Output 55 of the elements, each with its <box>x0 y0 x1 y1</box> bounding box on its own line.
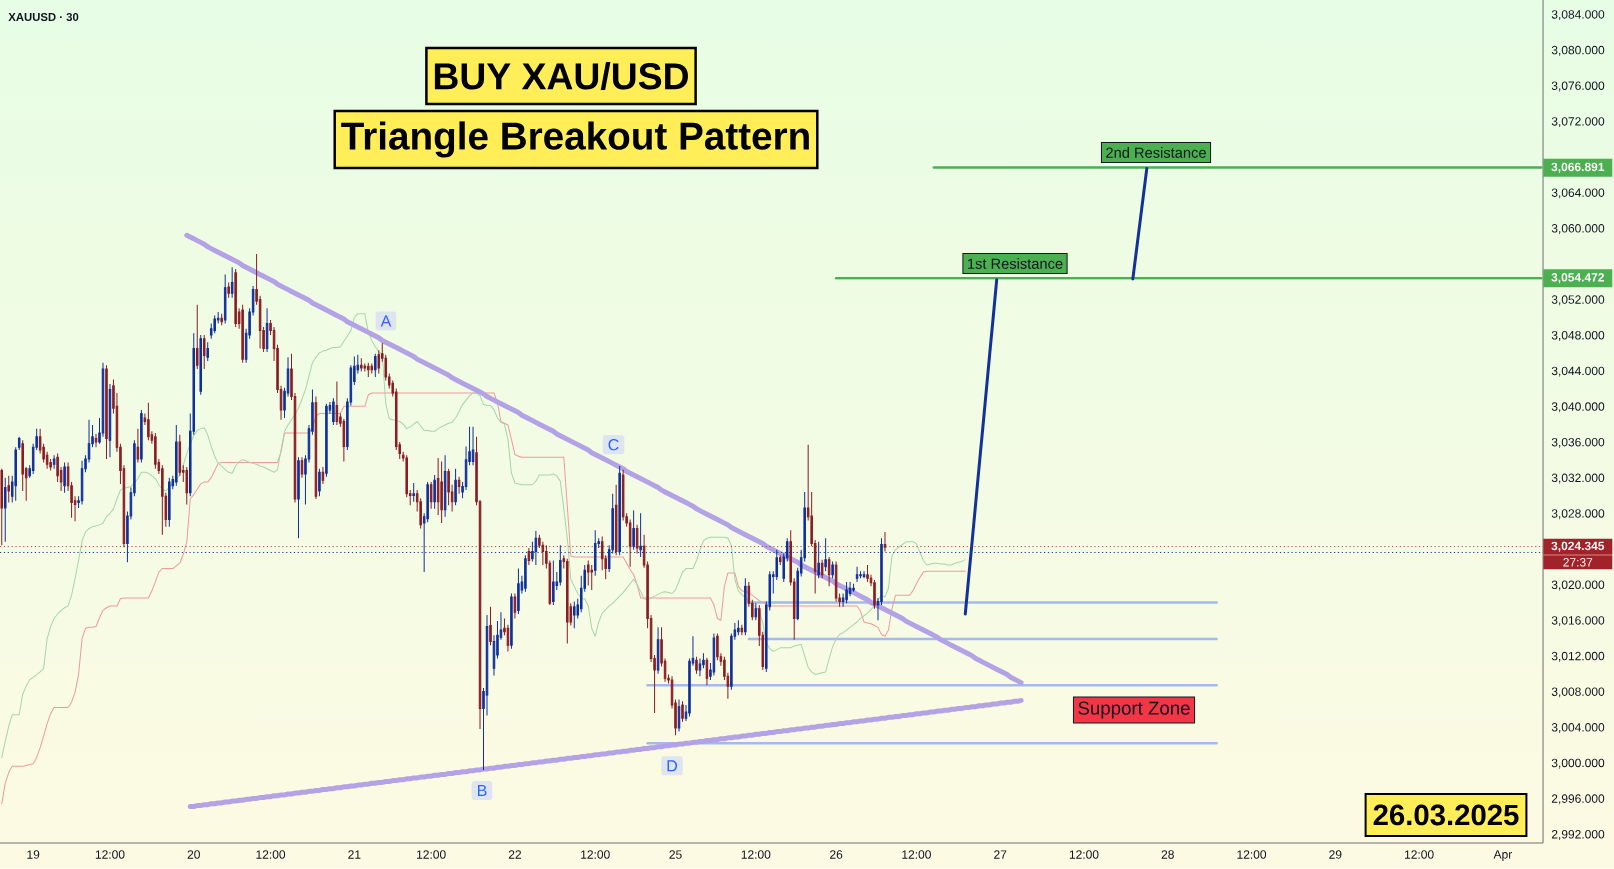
x-tick-label: 27 <box>994 850 1007 859</box>
annotation: 26.03.2025 <box>1373 804 1519 826</box>
y-tick-label: 3,036.000 <box>1551 437 1605 448</box>
y-tick-label: 3,004.000 <box>1551 723 1605 733</box>
annotation: 1st Resistance <box>968 258 1063 269</box>
y-tick-label: 3,060.000 <box>1551 224 1605 234</box>
y-tick-label: 3,028.000 <box>1551 509 1605 520</box>
x-tick-label: 21 <box>348 850 361 859</box>
x-tick-label: 12:00 <box>741 850 771 859</box>
text: 3,066.891 <box>1551 162 1605 173</box>
x-tick-label: 26 <box>830 850 843 859</box>
annotation: XAUUSD · 30 <box>8 12 79 22</box>
y-tick-label: 3,072.000 <box>1551 117 1605 128</box>
y-tick-label: 3,000.000 <box>1551 758 1605 769</box>
y-tick-label: 3,040.000 <box>1551 402 1605 413</box>
y-tick-label: 3,044.000 <box>1551 366 1605 377</box>
y-tick-label: 3,064.000 <box>1551 188 1605 199</box>
annotation: D <box>667 760 678 772</box>
y-tick-label: 3,020.000 <box>1551 580 1605 591</box>
text: Triangle Breakout Pattern <box>341 121 809 158</box>
x-tick-label: 12:00 <box>256 850 286 859</box>
text: BUY XAU/USD <box>434 62 688 90</box>
y-tick-label: 2,996.000 <box>1551 794 1605 805</box>
annotation: Support Zone <box>1078 701 1190 719</box>
annotation: C <box>608 439 619 451</box>
x-tick-label: 29 <box>1329 850 1342 859</box>
annotation: 2nd Resistance <box>1106 147 1206 158</box>
y-tick-label: 3,016.000 <box>1551 616 1605 627</box>
x-tick-label: 12:00 <box>95 850 125 859</box>
y-tick-label: 3,080.000 <box>1551 45 1605 56</box>
x-tick-label: 28 <box>1161 850 1174 859</box>
x-tick-label: 20 <box>187 850 200 859</box>
x-tick-label: 22 <box>508 850 521 859</box>
annotation: B <box>477 785 487 796</box>
text: 3,054.472 <box>1551 273 1604 284</box>
y-tick-label: 3,008.000 <box>1551 687 1605 698</box>
y-tick-label: 3,012.000 <box>1551 651 1605 662</box>
x-tick-label: 19 <box>27 850 40 859</box>
text: 27:37 <box>1563 558 1593 567</box>
x-tick-label: 12:00 <box>581 850 610 859</box>
x-tick-label: 12:00 <box>1237 850 1267 859</box>
y-tick-label: 3,076.000 <box>1551 81 1605 92</box>
y-tick-label: 3,052.000 <box>1551 295 1605 306</box>
y-tick-label: 3,048.000 <box>1551 330 1605 341</box>
x-tick-label: 12:00 <box>417 850 446 859</box>
annotation: A <box>380 315 392 327</box>
x-tick-label: 25 <box>669 850 682 859</box>
x-tick-label: 12:00 <box>1405 850 1434 859</box>
x-tick-label: Apr <box>1493 850 1513 862</box>
x-tick-label: 12:00 <box>902 850 931 859</box>
x-tick-label: 12:00 <box>1069 850 1099 859</box>
y-tick-label: 3,032.000 <box>1551 473 1605 484</box>
ref-line-label: 3,024.345 <box>1551 541 1605 552</box>
y-tick-label: 2,992.000 <box>1551 830 1605 840</box>
y-tick-label: 3,084.000 <box>1551 10 1605 21</box>
